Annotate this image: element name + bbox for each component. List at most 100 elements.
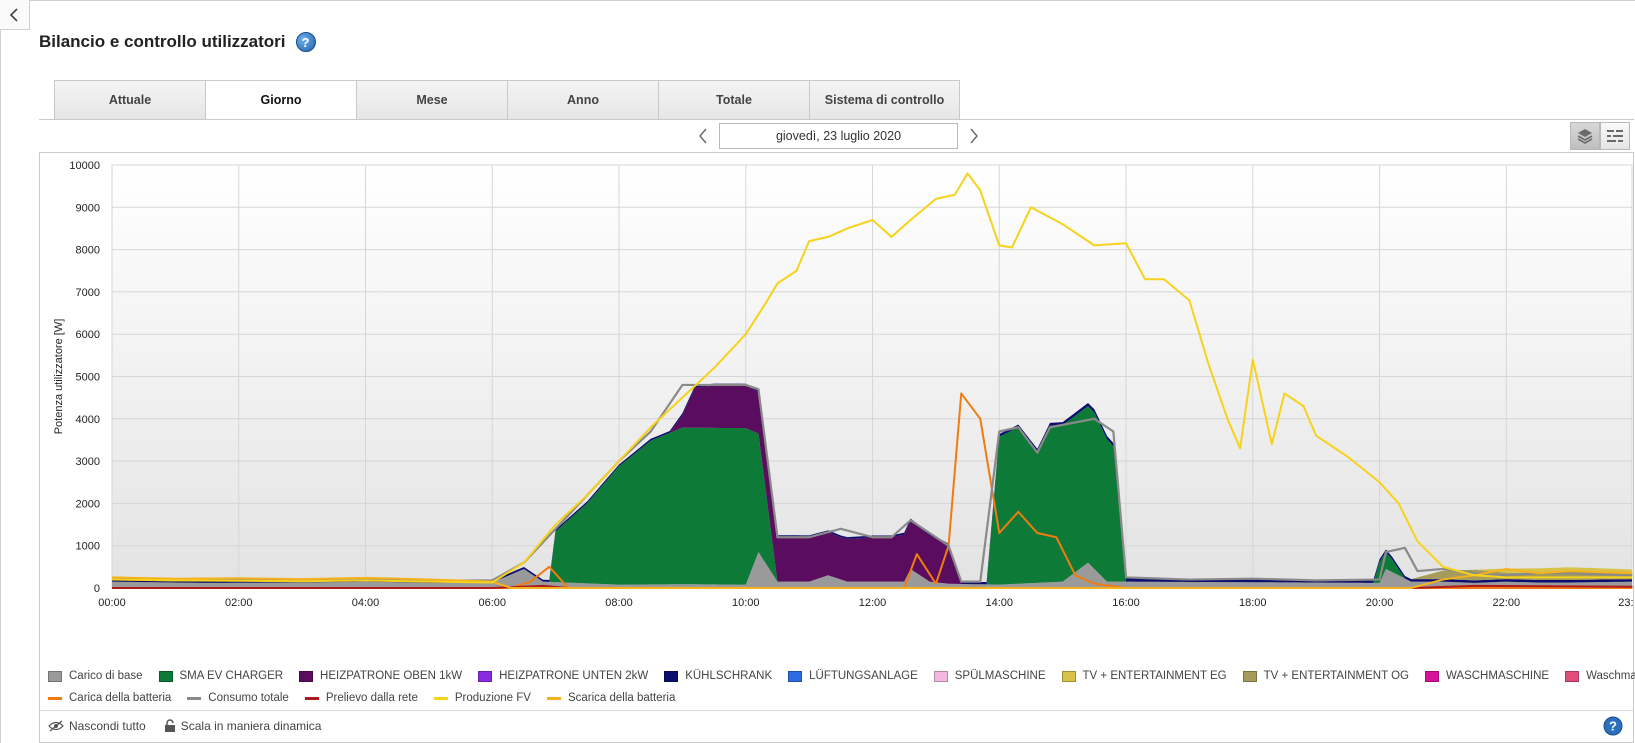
legend-row: Carica della batteria Consumo totale Preli… <box>48 687 1633 709</box>
legend-item[interactable]: TV + ENTERTAINMENT OG <box>1242 670 1409 682</box>
split-lines-icon <box>1607 130 1623 142</box>
axes: 0 1000 2000 3000 4000 5000 6000 7000 8000 9000 100… <box>69 160 1633 609</box>
legend-item[interactable]: HEIZPATRONE UNTEN 2kW <box>478 670 648 682</box>
line-scarica-della-batteria <box>111 567 1633 589</box>
eye-hidden-icon <box>48 720 64 732</box>
area-series <box>112 383 1632 588</box>
legend-label: TV + ENTERTAINMENT OG <box>1263 670 1409 682</box>
tab-attuale[interactable]: Attuale <box>54 80 205 120</box>
legend-label: Waschmaschine EE-Bus <box>1586 670 1635 682</box>
legend-swatch <box>48 696 62 700</box>
y-axis-label: Potenza utilizzatore [W] <box>53 319 65 435</box>
legend-item[interactable]: Prelievo dalla rete <box>304 692 418 704</box>
x-tick-label: 22:00 <box>1493 597 1521 609</box>
x-tick-label: 04:00 <box>352 597 380 609</box>
legend-row: Carico di base SMA EV CHARGER HEIZPATRONE … <box>48 665 1635 687</box>
chart-panel: 0 1000 2000 3000 4000 5000 6000 7000 8000 9000 100… <box>39 152 1635 743</box>
legend-item[interactable]: Produzione FV <box>433 692 531 704</box>
legend-label: Prelievo dalla rete <box>325 692 418 704</box>
line-series <box>111 172 1633 589</box>
tab-mese[interactable]: Mese <box>356 80 507 120</box>
line-carica-della-batteria <box>112 392 1633 589</box>
legend-item[interactable]: SPÜLMASCHINE <box>933 670 1046 682</box>
y-tick-label: 7000 <box>76 287 100 299</box>
legend-label: Carica della batteria <box>69 692 172 704</box>
next-day-button[interactable] <box>966 123 982 149</box>
legend-label: SPÜLMASCHINE <box>954 670 1046 682</box>
legend-item[interactable]: Consumo totale <box>187 692 289 704</box>
tab-totale[interactable]: Totale <box>658 80 809 120</box>
separate-view-button[interactable] <box>1600 122 1630 150</box>
y-tick-label: 4000 <box>76 414 100 426</box>
legend-label: Scarica della batteria <box>567 692 676 704</box>
legend-item[interactable]: HEIZPATRONE OBEN 1kW <box>299 670 462 682</box>
chart-legend: Carico di base SMA EV CHARGER HEIZPATRONE … <box>40 657 1635 713</box>
tab-giorno[interactable]: Giorno <box>205 80 356 120</box>
x-tick-label: 10:00 <box>732 597 760 609</box>
y-tick-label: 0 <box>94 583 100 595</box>
x-tick-label: 23:59 <box>1618 597 1633 609</box>
tab-sistema-di-controllo[interactable]: Sistema di controllo <box>809 80 960 120</box>
legend-label: Carico di base <box>69 670 143 682</box>
tabs-divider <box>39 119 1634 120</box>
view-toggle <box>1570 122 1630 150</box>
stacked-view-button[interactable] <box>1570 122 1600 150</box>
date-field[interactable]: giovedì, 23 luglio 2020 <box>719 123 958 149</box>
x-tick-label: 12:00 <box>859 597 887 609</box>
legend-swatch <box>1061 670 1076 682</box>
svg-text:?: ? <box>1609 719 1617 734</box>
legend-swatch <box>546 696 561 700</box>
legend-swatch <box>299 670 314 682</box>
layers-icon <box>1577 129 1593 144</box>
legend-item[interactable]: Carico di base <box>48 670 143 682</box>
collapse-panel-button[interactable] <box>0 0 30 30</box>
legend-item[interactable]: TV + ENTERTAINMENT EG <box>1061 670 1227 682</box>
legend-item[interactable]: Scarica della batteria <box>546 692 676 704</box>
area-heizpatrone-oben-1kw <box>112 385 1632 585</box>
legend-swatch <box>1242 670 1257 682</box>
legend-swatch <box>304 696 319 700</box>
legend-swatch <box>788 670 803 682</box>
page-title: Bilancio e controllo utilizzatori <box>39 32 286 51</box>
help-icon: ? <box>1603 716 1623 736</box>
legend-item[interactable]: WASCHMASCHINE <box>1424 670 1549 682</box>
legend-divider <box>40 710 1633 711</box>
previous-day-button[interactable] <box>695 123 711 149</box>
page-header: Bilancio e controllo utilizzatori ? <box>39 28 316 56</box>
tab-anno[interactable]: Anno <box>507 80 658 120</box>
y-tick-label: 3000 <box>76 456 100 468</box>
legend-item[interactable]: LÜFTUNGSANLAGE <box>788 670 918 682</box>
y-tick-label: 6000 <box>76 329 100 341</box>
chart-help-button[interactable]: ? <box>1603 716 1623 736</box>
legend-swatch <box>187 696 202 700</box>
help-icon[interactable]: ? <box>295 32 316 52</box>
legend-swatch <box>933 670 948 682</box>
dynamic-scale-toggle[interactable]: Scala in maniera dinamica <box>164 719 322 733</box>
area-carico-di-base <box>112 552 1632 588</box>
legend-label: HEIZPATRONE UNTEN 2kW <box>499 670 649 682</box>
tab-bar: Attuale Giorno Mese Anno Totale Sistema … <box>54 80 960 120</box>
legend-item[interactable]: Waschmaschine EE-Bus <box>1565 670 1635 682</box>
x-tick-label: 06:00 <box>478 597 506 609</box>
legend-item[interactable]: Carica della batteria <box>48 692 171 704</box>
y-tick-label: 9000 <box>76 202 100 214</box>
y-tick-label: 1000 <box>76 541 100 553</box>
legend-swatch <box>1565 670 1580 682</box>
legend-item[interactable]: KÜHLSCHRANK <box>664 670 772 682</box>
chart-footer: Nascondi tutto Scala in maniera dinamica <box>48 713 321 739</box>
date-navigator: giovedì, 23 luglio 2020 <box>695 123 982 149</box>
x-tick-label: 14:00 <box>986 597 1014 609</box>
dynamic-scale-label: Scala in maniera dinamica <box>180 719 322 733</box>
chevron-left-icon <box>699 128 707 144</box>
y-tick-label: 2000 <box>76 498 100 510</box>
legend-label: Consumo totale <box>208 692 289 704</box>
hide-all-toggle[interactable]: Nascondi tutto <box>48 719 146 733</box>
x-tick-label: 08:00 <box>605 597 633 609</box>
legend-swatch <box>158 670 173 682</box>
consumption-chart: 0 1000 2000 3000 4000 5000 6000 7000 8000 9000 100… <box>53 160 1633 609</box>
legend-label: Produzione FV <box>454 692 531 704</box>
y-tick-label: 5000 <box>76 372 100 384</box>
y-tick-label: 8000 <box>76 245 100 257</box>
legend-item[interactable]: SMA EV CHARGER <box>158 670 283 682</box>
legend-label: TV + ENTERTAINMENT EG <box>1082 670 1227 682</box>
